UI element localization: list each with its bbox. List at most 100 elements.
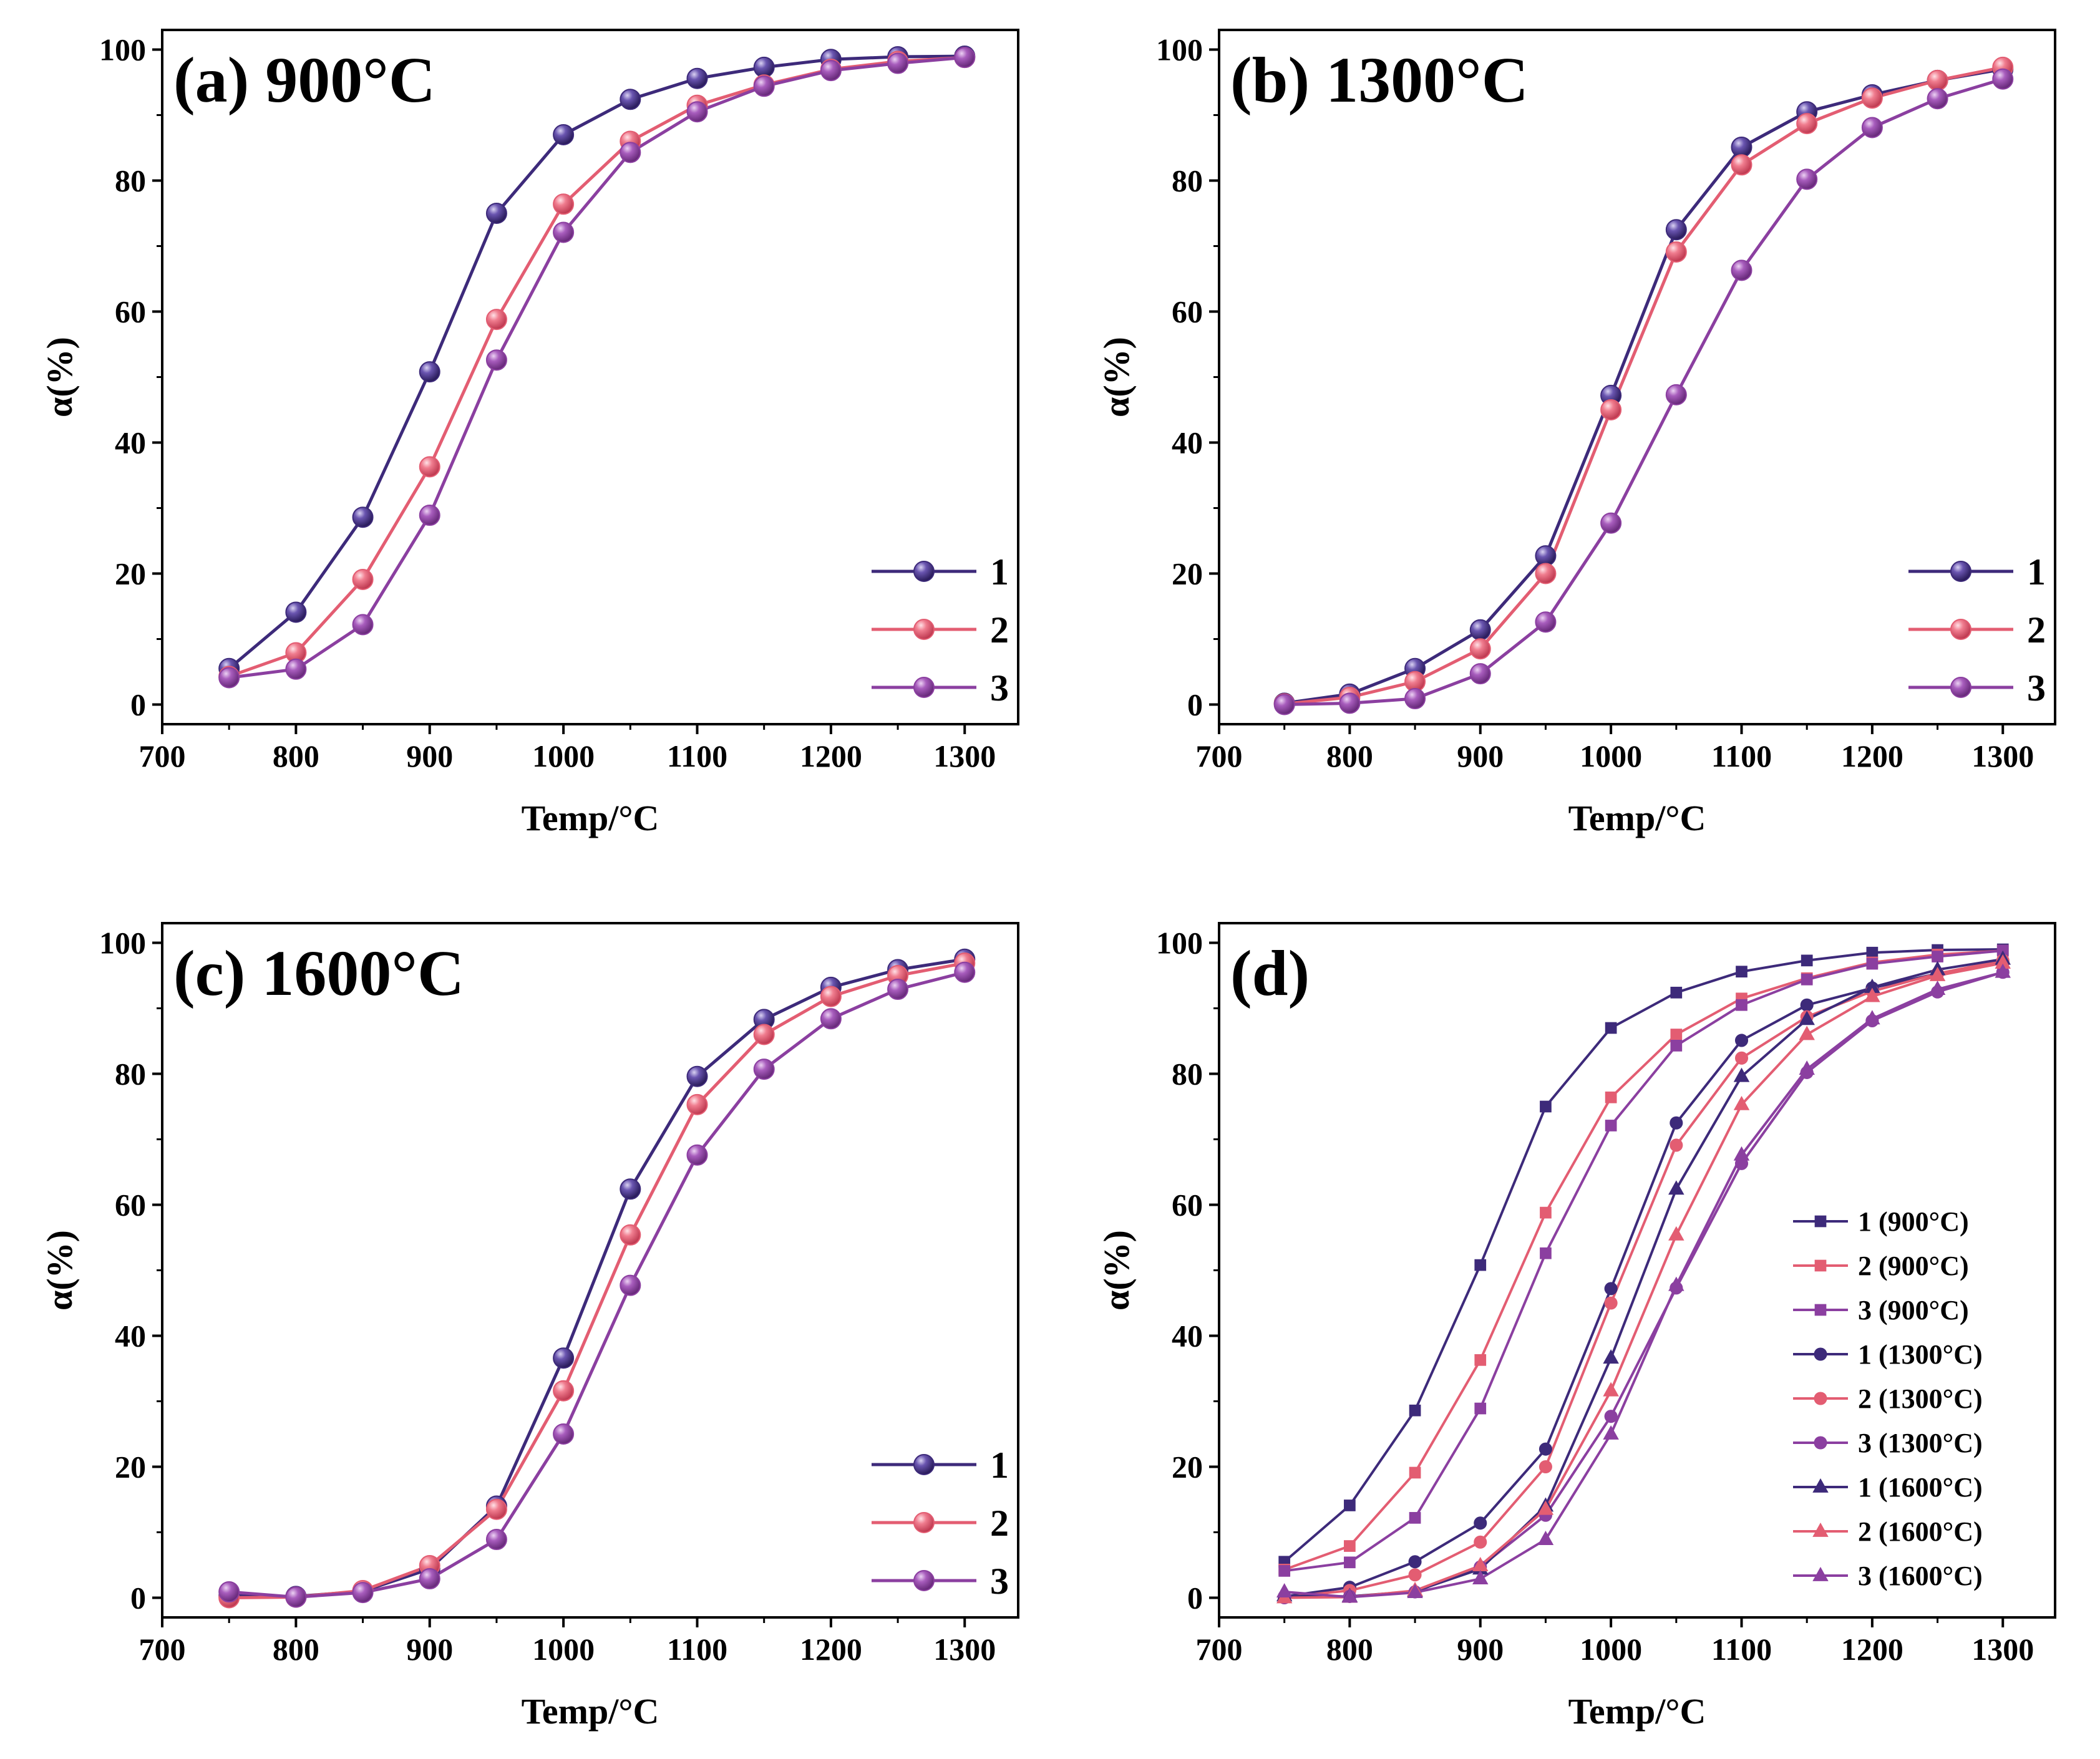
data-point-b-1-1100 — [1731, 136, 1752, 158]
y-tick-label-c: 0 — [130, 1581, 146, 1616]
data-point-a-3-1050 — [620, 142, 641, 163]
plot-frame-c — [161, 922, 1019, 1619]
y-tick-label-a: 60 — [115, 294, 146, 329]
x-tick-label-b: 1200 — [1841, 739, 1903, 773]
y-axis-title-b: α(%) — [1096, 337, 1137, 417]
legend-label-d-3: 3 (900°C) — [1858, 1295, 1969, 1325]
x-tick-label-a: 800 — [273, 739, 319, 773]
data-point-d-1-800 — [1344, 1500, 1356, 1511]
legend-label-c-2: 2 — [990, 1503, 1009, 1544]
series-line-b-3 — [1284, 77, 2003, 706]
data-point-d-7-1100 — [1733, 1067, 1750, 1082]
data-point-d-5-1050 — [1670, 1138, 1683, 1152]
data-point-d-3-1100 — [1736, 999, 1748, 1011]
data-point-d-2-950 — [1540, 1206, 1552, 1219]
data-point-b-3-900 — [1469, 663, 1491, 685]
data-point-d-5-900 — [1474, 1535, 1487, 1549]
y-tick-label-c: 20 — [115, 1450, 146, 1485]
series-line-d-3 — [1284, 949, 2003, 1572]
series-line-d-2 — [1284, 949, 2003, 1571]
legend-marker-c-3 — [913, 1570, 935, 1591]
series-line-c-1 — [229, 957, 965, 1598]
panel-b: 700 800 900 1000 1100 1200 1300 0 20 40 60 80 100 Tem… — [1096, 29, 2056, 838]
data-point-a-3-950 — [485, 349, 507, 371]
legend-label-d-2: 2 (900°C) — [1858, 1251, 1969, 1281]
legend-marker-b-3 — [1950, 677, 1971, 698]
data-point-b-2-1200 — [1861, 87, 1883, 109]
x-tick-label-c: 800 — [273, 1632, 319, 1667]
series-line-d-9 — [1284, 971, 2003, 1599]
data-point-a-2-900 — [419, 456, 440, 478]
y-tick-label-d: 60 — [1172, 1188, 1203, 1223]
data-point-d-8-1300 — [1995, 954, 2011, 969]
y-tick-label-b: 0 — [1187, 687, 1203, 722]
data-point-c-3-1050 — [620, 1274, 641, 1296]
data-point-d-1-950 — [1540, 1100, 1552, 1113]
data-point-d-3-850 — [1409, 1512, 1421, 1524]
data-point-a-1-800 — [285, 601, 307, 623]
legend-marker-d-9 — [1812, 1566, 1829, 1581]
y-tick-label-b: 60 — [1172, 294, 1203, 329]
data-point-c-1-1100 — [686, 1065, 708, 1087]
data-point-c-2-1050 — [620, 1224, 641, 1246]
data-point-b-2-900 — [1469, 638, 1491, 660]
series-line-d-8 — [1284, 962, 2003, 1599]
x-tick-label-a: 1000 — [532, 739, 595, 773]
data-point-a-3-750 — [218, 667, 240, 689]
data-point-d-8-1000 — [1603, 1382, 1619, 1397]
panel-a: 700 800 900 1000 1100 1200 1300 0 20 40 60 80 100 Tem… — [39, 29, 1019, 838]
data-point-a-3-1150 — [753, 75, 775, 97]
data-point-b-1-950 — [1535, 545, 1557, 567]
panel-title-c: (c) 1600°C — [173, 938, 464, 1009]
data-point-a-2-1000 — [553, 193, 575, 215]
panel-title-b: (b) 1300°C — [1230, 44, 1529, 116]
x-tick-label-d: 1300 — [1971, 1632, 2034, 1667]
x-tick-label-b: 1300 — [1971, 739, 2034, 773]
data-point-d-2-850 — [1409, 1466, 1421, 1479]
y-tick-label-c: 40 — [115, 1319, 146, 1354]
x-tick-label-c: 900 — [406, 1632, 453, 1667]
data-point-b-3-750 — [1273, 694, 1295, 715]
x-tick-label-d: 1200 — [1841, 1632, 1903, 1667]
x-tick-label-d: 1100 — [1711, 1632, 1772, 1667]
data-point-d-2-1050 — [1670, 1029, 1683, 1040]
data-point-a-3-900 — [419, 505, 440, 526]
y-tick-label-b: 20 — [1172, 556, 1203, 591]
data-point-d-9-1250 — [1929, 981, 1946, 995]
data-point-d-9-1050 — [1668, 1276, 1684, 1291]
data-point-c-2-1150 — [753, 1024, 775, 1045]
data-point-a-2-850 — [352, 568, 374, 590]
series-line-d-5 — [1284, 959, 2003, 1599]
x-tick-label-d: 1000 — [1580, 1632, 1642, 1667]
data-point-b-3-1050 — [1665, 384, 1687, 405]
legend-label-d-7: 1 (1600°C) — [1858, 1472, 1983, 1503]
legend-marker-a-2 — [913, 619, 935, 640]
data-point-b-2-1150 — [1796, 113, 1818, 135]
data-point-d-9-850 — [1407, 1584, 1423, 1599]
legend-marker-d-5 — [1814, 1392, 1827, 1405]
legend-marker-d-8 — [1812, 1522, 1829, 1537]
data-point-a-2-950 — [485, 309, 507, 331]
data-point-a-3-1250 — [887, 52, 909, 74]
x-tick-label-c: 1000 — [532, 1632, 595, 1667]
legend-marker-a-1 — [913, 561, 935, 582]
data-point-d-3-750 — [1278, 1565, 1291, 1577]
data-point-a-1-850 — [352, 506, 374, 528]
data-point-d-3-1200 — [1866, 957, 1879, 970]
legend-label-a-3: 3 — [990, 667, 1009, 709]
y-tick-label-a: 80 — [115, 163, 146, 198]
legend-marker-d-2 — [1814, 1259, 1827, 1272]
data-point-b-3-950 — [1535, 611, 1557, 633]
data-point-c-3-750 — [218, 1581, 240, 1603]
data-point-d-3-1050 — [1670, 1040, 1683, 1052]
data-point-a-3-1000 — [553, 221, 575, 243]
x-tick-label-c: 700 — [139, 1632, 186, 1667]
data-point-d-7-1200 — [1864, 978, 1880, 993]
data-point-d-8-1050 — [1668, 1226, 1684, 1241]
panel-c: 700 800 900 1000 1100 1200 1300 0 20 40 60 80 100 Tem… — [39, 922, 1019, 1732]
data-point-a-1-900 — [419, 361, 440, 383]
data-point-b-2-1250 — [1927, 69, 1948, 91]
data-point-d-7-1000 — [1603, 1349, 1619, 1364]
data-point-a-1-1050 — [620, 89, 641, 110]
